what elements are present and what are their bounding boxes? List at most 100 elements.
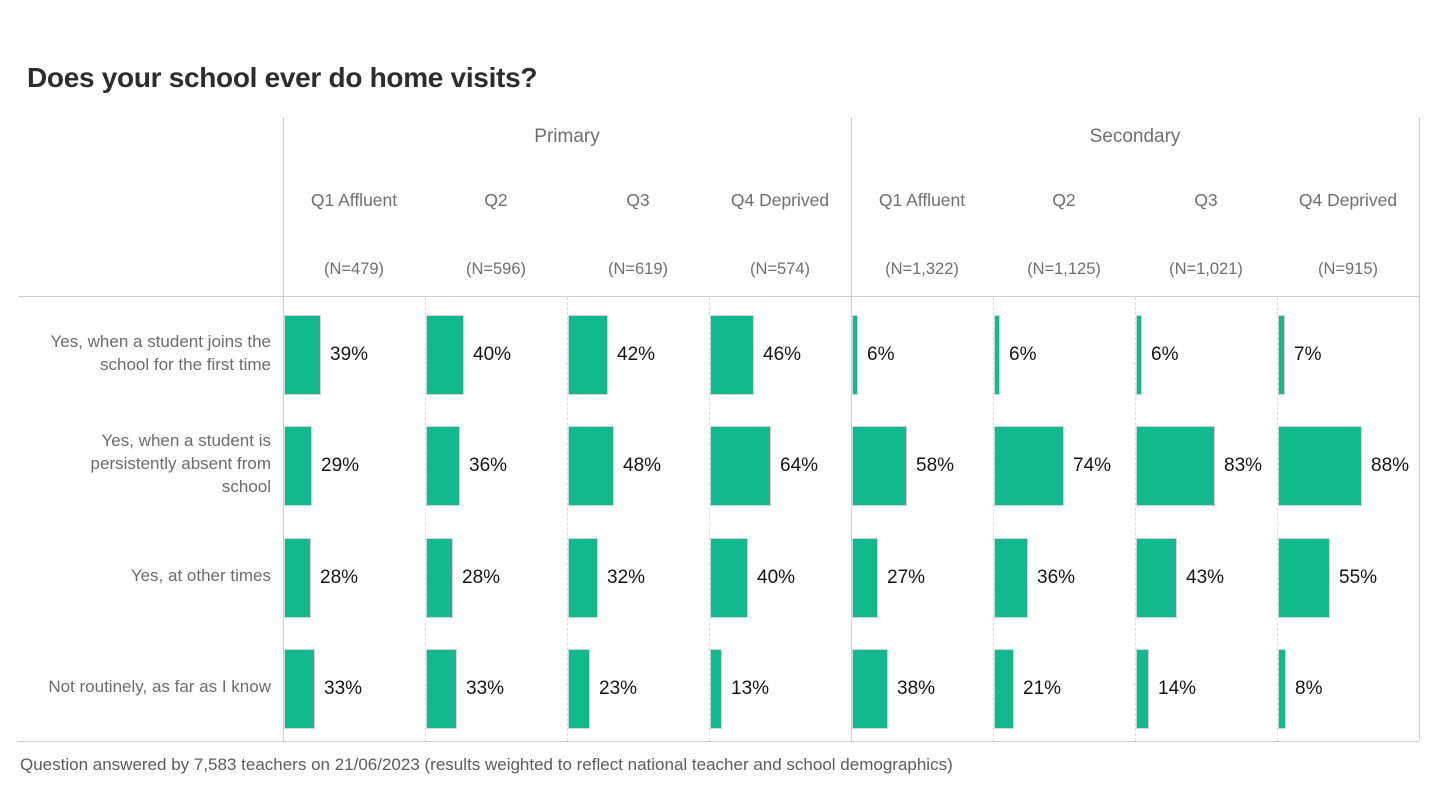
bar-value-label: 83%: [1224, 455, 1263, 477]
bar: [284, 648, 315, 729]
column-sample-size: (N=1,021): [1169, 260, 1243, 278]
bar: [426, 315, 464, 395]
group-separator-line: [851, 117, 852, 741]
column-separator-dashed-line: [567, 297, 568, 741]
bar-cell: 36%: [994, 537, 1076, 618]
bar-value-label: 21%: [1023, 677, 1062, 699]
bar-cell: 28%: [284, 537, 359, 618]
group-separator-line: [1419, 117, 1420, 741]
column-separator-dashed-line: [993, 297, 994, 741]
bar-value-label: 40%: [757, 566, 796, 588]
bar-value-label: 32%: [607, 566, 646, 588]
group-separator-line: [283, 117, 284, 741]
column-sample-size: (N=479): [323, 260, 385, 278]
bar-cell: 38%: [852, 648, 935, 729]
group-header-label: Primary: [534, 126, 600, 147]
column-separator-dashed-line: [1135, 297, 1136, 741]
bar-cell: 40%: [426, 315, 511, 395]
row-label: Not routinely, as far as I know: [48, 676, 271, 696]
bar: [852, 315, 858, 395]
bar-value-label: 55%: [1339, 566, 1378, 588]
bar-value-label: 27%: [887, 566, 926, 588]
bar: [568, 426, 614, 507]
bar-value-label: 29%: [321, 455, 360, 477]
bar: [1136, 426, 1215, 507]
bar: [852, 426, 907, 507]
bar: [568, 648, 590, 729]
bar-cell: 46%: [710, 315, 801, 395]
bar: [1136, 648, 1149, 729]
bar-value-label: 33%: [324, 677, 363, 699]
bar: [568, 537, 598, 618]
bar-value-label: 6%: [1151, 344, 1179, 365]
column-sample-size: (N=1,322): [885, 260, 959, 278]
bar-value-label: 6%: [1009, 344, 1037, 365]
bottom-rule: [18, 741, 1419, 742]
bar: [284, 426, 312, 507]
bar-cell: 36%: [426, 426, 508, 507]
bar-value-label: 6%: [867, 344, 895, 365]
bar-value-label: 43%: [1186, 566, 1225, 588]
bar: [710, 648, 722, 729]
bar-value-label: 64%: [780, 455, 819, 477]
bar-cell: 48%: [568, 426, 662, 507]
bar-cell: 29%: [284, 426, 360, 507]
bar: [1136, 315, 1142, 395]
bar-cell: 42%: [568, 315, 655, 395]
row-label: Yes, at other times: [130, 565, 271, 585]
column-sample-size: (N=596): [465, 260, 527, 278]
column-quartile-label: Q1 Affluent: [310, 190, 398, 210]
bar-value-label: 48%: [623, 455, 662, 477]
bar: [284, 537, 311, 618]
bar-cell: 64%: [710, 426, 819, 507]
column-quartile-label: Q3: [1194, 190, 1218, 210]
bar-value-label: 7%: [1294, 344, 1322, 365]
bar: [852, 537, 878, 618]
bar-value-label: 14%: [1158, 677, 1197, 699]
bar: [994, 537, 1028, 618]
bar-cell: 33%: [426, 648, 504, 729]
bar: [1278, 648, 1286, 729]
column-separator-dashed-line: [709, 297, 710, 741]
column-quartile-label: Q3: [626, 190, 650, 210]
bar-value-label: 36%: [469, 455, 508, 477]
column-quartile-label: Q2: [1052, 190, 1076, 210]
column-sample-size: (N=619): [607, 260, 669, 278]
bar-value-label: 8%: [1295, 677, 1323, 699]
bar-cell: 39%: [284, 315, 368, 395]
column-separator-dashed-line: [1277, 297, 1278, 741]
bar: [568, 315, 608, 395]
bar-value-label: 40%: [473, 344, 512, 365]
bar-value-label: 36%: [1037, 566, 1076, 588]
bar-value-label: 28%: [462, 566, 501, 588]
bar-value-label: 74%: [1073, 455, 1112, 477]
column-sample-size: (N=915): [1317, 260, 1379, 278]
bar-cell: 21%: [994, 648, 1062, 729]
bar: [1278, 537, 1330, 618]
bar-value-label: 28%: [320, 566, 359, 588]
bar: [1136, 537, 1177, 618]
bar-cell: 55%: [1278, 537, 1378, 618]
column-quartile-label: Q1 Affluent: [878, 190, 966, 210]
bar-value-label: 23%: [599, 677, 638, 699]
bar: [426, 426, 460, 507]
chart-title: Does your school ever do home visits?: [27, 62, 538, 93]
bar-cell: 83%: [1136, 426, 1263, 507]
bar: [994, 426, 1064, 507]
bar-cell: 6%: [1136, 315, 1178, 395]
bar: [994, 648, 1014, 729]
column-quartile-label: Q4 Deprived: [1298, 190, 1398, 210]
bar-cell: 23%: [568, 648, 638, 729]
bar-value-label: 13%: [731, 677, 770, 699]
bar-cell: 43%: [1136, 537, 1225, 618]
bar-value-label: 46%: [763, 344, 802, 365]
bar: [284, 315, 321, 395]
bar-cell: 32%: [568, 537, 646, 618]
row-label: Yes, when a student is persistently abse…: [90, 431, 271, 497]
column-quartile-label: Q2: [484, 190, 508, 210]
bar-cell: 58%: [852, 426, 955, 507]
bar-value-label: 58%: [916, 455, 955, 477]
group-header-label: Secondary: [1089, 126, 1181, 147]
bar-cell: 6%: [852, 315, 894, 395]
